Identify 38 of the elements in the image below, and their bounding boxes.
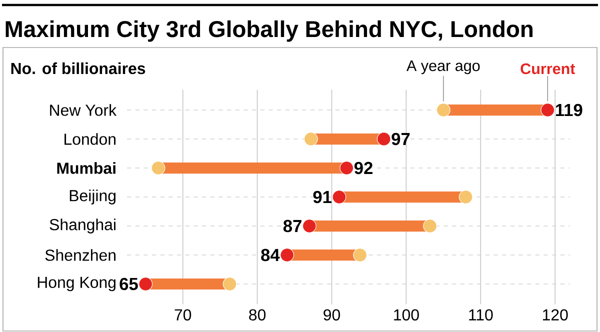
point <box>540 103 555 117</box>
x-tick-label: 120 <box>543 309 568 321</box>
data-label: 84 <box>261 248 280 262</box>
data-label: 87 <box>283 220 302 232</box>
data-label: 97 <box>392 132 410 146</box>
data-label: 65 <box>120 278 138 290</box>
x-tick-label: 100 <box>394 309 419 321</box>
y-tick-label: Shenzhen <box>45 249 116 261</box>
point <box>151 161 166 175</box>
data-label: 92 <box>354 162 372 174</box>
point <box>340 161 354 175</box>
point <box>138 277 153 291</box>
point <box>332 190 346 204</box>
text: A year ago <box>406 60 480 74</box>
point <box>436 103 450 117</box>
point <box>222 277 237 291</box>
chart-subtitle: No. of billionaires <box>11 62 146 74</box>
y-tick-label: New York <box>50 104 117 116</box>
point <box>280 248 294 262</box>
point <box>423 219 437 233</box>
y-tick-label: London <box>64 133 116 145</box>
data-label: 91 <box>313 190 332 204</box>
point <box>304 132 318 146</box>
x-tick-label: 70 <box>174 309 192 321</box>
y-tick-label: Mumbai <box>57 162 116 174</box>
y-tick-label: Beijing <box>70 190 116 204</box>
chart-title: Maximum City 3rd Globally Behind NYC, London <box>6 20 533 42</box>
point <box>353 248 367 262</box>
x-tick-label: 110 <box>469 309 493 321</box>
point <box>376 132 391 146</box>
y-tick-label: Shanghai <box>50 218 116 234</box>
data-label: 119 <box>556 104 582 116</box>
y-tick-label: Hong Kong <box>38 276 116 292</box>
point <box>302 219 316 233</box>
text: Current <box>520 63 576 74</box>
x-tick-label: 80 <box>249 309 266 321</box>
point <box>458 190 473 204</box>
x-tick-label: 90 <box>324 309 340 321</box>
